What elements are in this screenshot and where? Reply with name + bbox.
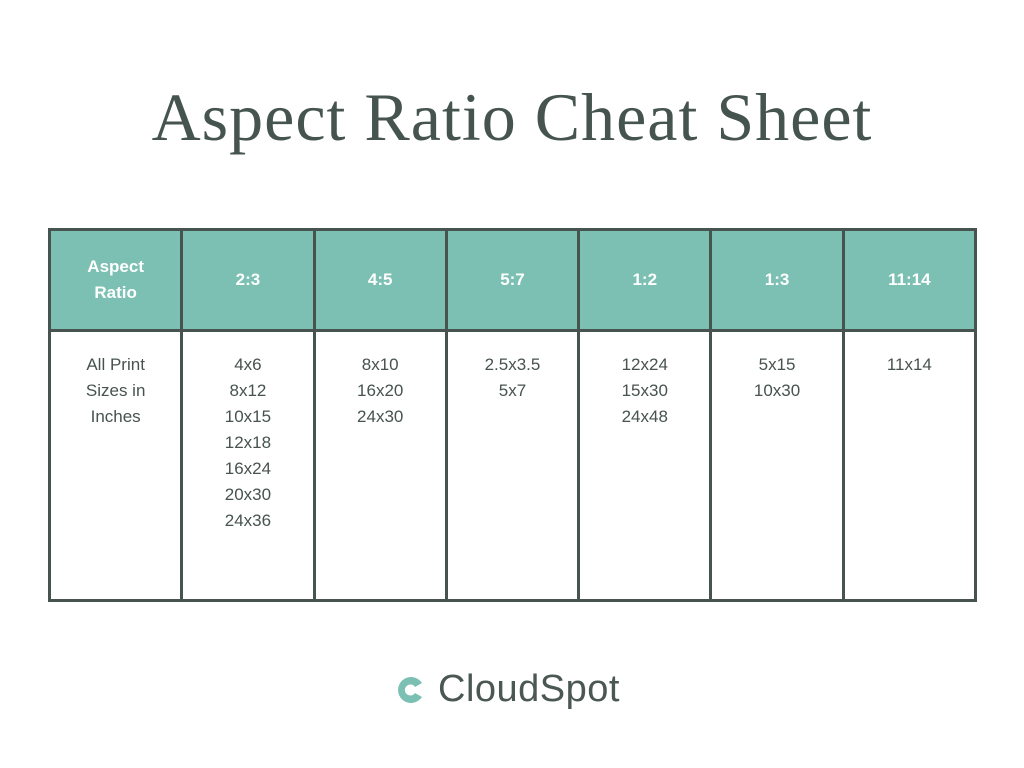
print-size: 8x10 bbox=[361, 355, 399, 374]
print-size: 10x15 bbox=[224, 407, 272, 426]
cloudspot-logo: CloudSpot bbox=[396, 668, 620, 711]
header-2-3: 2:3 bbox=[180, 228, 316, 332]
print-size: 24x36 bbox=[224, 511, 272, 530]
header-11-14: 11:14 bbox=[841, 228, 978, 332]
print-size: 5x7 bbox=[498, 381, 527, 400]
print-size: 12x18 bbox=[224, 433, 272, 452]
print-size: 5x15 bbox=[758, 355, 796, 374]
sizes-cell: 2.5x3.5 5x7 bbox=[444, 329, 581, 602]
print-size: 2.5x3.5 bbox=[484, 355, 541, 374]
aspect-ratio-table: Aspect Ratio 2:3 4:5 5:7 1:2 1:3 11:14 A… bbox=[47, 228, 978, 602]
row-label: All Print Sizes in Inches bbox=[47, 329, 184, 602]
print-size: 8x12 bbox=[229, 381, 267, 400]
sizes-cell: 8x10 16x20 24x30 bbox=[312, 329, 448, 602]
header-1-2: 1:2 bbox=[577, 228, 713, 332]
sizes-cell: 4x6 8x12 10x15 12x18 16x24 20x30 24x36 bbox=[180, 329, 316, 602]
sizes-cell: 11x14 bbox=[841, 329, 978, 602]
print-size: 16x24 bbox=[224, 459, 272, 478]
print-size: 11x14 bbox=[886, 355, 932, 374]
logo-text: CloudSpot bbox=[438, 668, 620, 710]
header-aspect-ratio: Aspect Ratio bbox=[47, 228, 184, 332]
cloudspot-c-icon bbox=[398, 676, 422, 703]
print-size: 20x30 bbox=[224, 485, 272, 504]
page-title: Aspect Ratio Cheat Sheet bbox=[151, 79, 873, 155]
header-4-5: 4:5 bbox=[312, 228, 448, 332]
print-size: 12x24 bbox=[621, 355, 668, 374]
print-size: 10x30 bbox=[753, 381, 801, 400]
print-size: 16x20 bbox=[357, 381, 404, 400]
header-row: Aspect Ratio 2:3 4:5 5:7 1:2 1:3 11:14 bbox=[47, 228, 978, 332]
print-size: 15x30 bbox=[621, 381, 668, 400]
sizes-row: All Print Sizes in Inches 4x6 8x12 10x15 12… bbox=[47, 329, 978, 602]
header-5-7: 5:7 bbox=[444, 228, 581, 332]
print-size: 4x6 bbox=[234, 355, 262, 374]
header-1-3: 1:3 bbox=[709, 228, 845, 332]
print-size: 24x30 bbox=[357, 407, 404, 426]
print-size: 24x48 bbox=[621, 407, 668, 426]
sizes-cell: 5x15 10x30 bbox=[709, 329, 845, 602]
sizes-cell: 12x24 15x30 24x48 bbox=[577, 329, 713, 602]
